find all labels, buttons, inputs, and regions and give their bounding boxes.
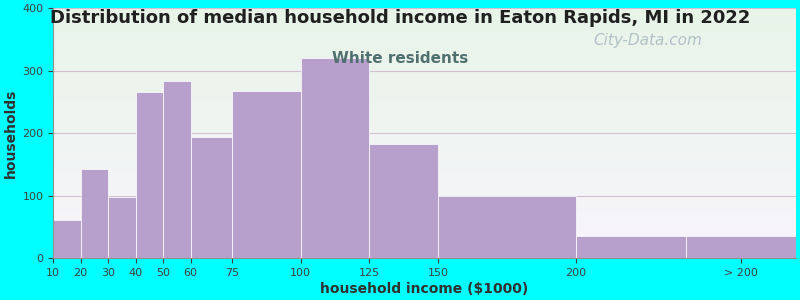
Bar — [108, 197, 136, 258]
X-axis label: household income ($1000): household income ($1000) — [320, 282, 529, 296]
Bar — [370, 144, 438, 258]
Y-axis label: households: households — [4, 88, 18, 178]
Bar — [190, 137, 232, 258]
Bar — [81, 169, 108, 258]
Bar — [163, 81, 190, 258]
Bar — [576, 236, 686, 258]
Bar — [438, 196, 576, 258]
Bar — [53, 220, 81, 258]
Bar — [136, 92, 163, 258]
Text: City-Data.com: City-Data.com — [593, 33, 702, 48]
Bar — [686, 236, 796, 258]
Bar — [301, 58, 370, 258]
Bar — [232, 91, 301, 258]
Text: White residents: White residents — [332, 51, 468, 66]
Text: Distribution of median household income in Eaton Rapids, MI in 2022: Distribution of median household income … — [50, 9, 750, 27]
